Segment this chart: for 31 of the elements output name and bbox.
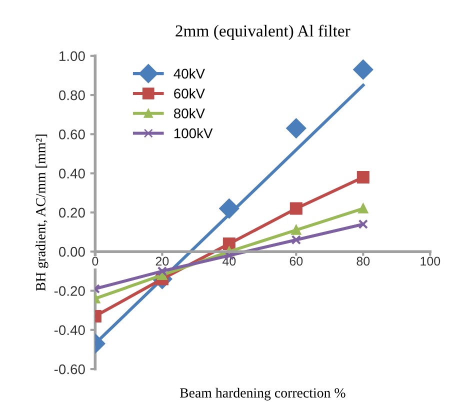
- point: [358, 219, 368, 230]
- y-tick-label: 0.60: [58, 130, 85, 140]
- y-tick-label: 0.40: [58, 168, 85, 178]
- legend-label: 40kV: [174, 68, 205, 79]
- x-tick-label: 20: [156, 256, 169, 266]
- y-tick-label: 1.00: [59, 51, 85, 62]
- chart-title: 2mm (equivalent) Al filter: [176, 24, 350, 40]
- x-tick-label: 80: [356, 256, 370, 266]
- y-tick-label: -0.60: [54, 364, 85, 374]
- legend-label: 80kV: [174, 108, 205, 118]
- y-tick-label: 0.80: [58, 90, 85, 100]
- point: [291, 234, 302, 245]
- point: [290, 202, 302, 215]
- legend-label: 60kV: [174, 88, 205, 98]
- y-tick-label: 0.00: [58, 246, 85, 257]
- point: [291, 225, 302, 235]
- y-axis-title: BH gradient, AC/mm [mm²]: [36, 134, 48, 291]
- x-tick-label: 100: [420, 256, 440, 266]
- point: [157, 266, 168, 276]
- x-axis-title: Beam hardening correction %: [180, 388, 346, 400]
- y-tick-label: 0.20: [58, 208, 85, 218]
- y-tick-label: -0.40: [54, 325, 85, 336]
- point: [358, 204, 368, 214]
- point: [356, 170, 370, 184]
- point: [353, 60, 374, 80]
- point: [222, 238, 236, 250]
- legend-label: 100kV: [174, 128, 213, 138]
- point: [286, 118, 306, 138]
- y-tick-label: -0.20: [54, 286, 85, 296]
- x-tick-label: 0: [92, 256, 98, 266]
- x-tick-label: 60: [290, 256, 303, 266]
